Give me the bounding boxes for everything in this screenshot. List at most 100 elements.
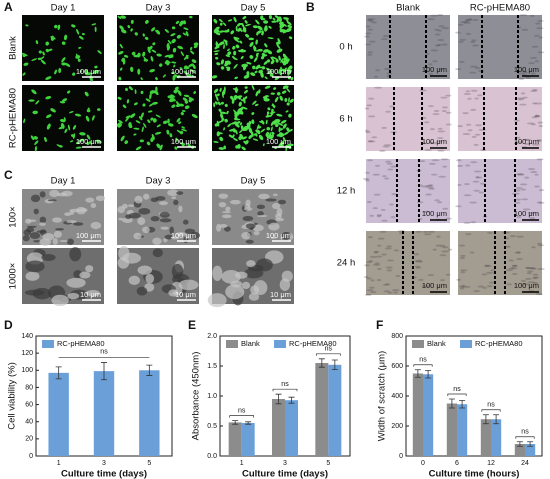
- cell: [70, 140, 74, 143]
- cell: [524, 138, 529, 141]
- cell: [85, 72, 92, 76]
- cell: [445, 217, 452, 220]
- cell: [445, 123, 452, 126]
- texture: [158, 201, 168, 206]
- cell: [69, 111, 74, 114]
- y-tick-label: 0: [29, 453, 33, 460]
- cell: [279, 133, 285, 138]
- cell: [31, 58, 38, 62]
- cell: [514, 201, 521, 204]
- cell: [515, 186, 523, 189]
- micrograph: [22, 15, 104, 81]
- cell: [75, 55, 81, 59]
- cell: [516, 141, 523, 144]
- cell: [380, 208, 386, 211]
- cell: [177, 45, 184, 50]
- annotation: ns: [281, 381, 289, 388]
- cell: [223, 127, 225, 131]
- cell: [455, 68, 462, 71]
- cell: [57, 24, 61, 30]
- cell: [284, 131, 289, 135]
- cell: [216, 62, 221, 66]
- cell: [486, 231, 494, 234]
- cell: [219, 30, 225, 33]
- cell: [380, 38, 388, 41]
- cell: [441, 250, 449, 253]
- cell: [458, 244, 466, 247]
- texture: [39, 216, 47, 224]
- cell: [463, 21, 471, 24]
- cell: [522, 70, 528, 73]
- cell: [441, 246, 449, 249]
- cell: [465, 18, 473, 21]
- cell: [152, 42, 156, 46]
- cell: [537, 19, 544, 22]
- cell: [461, 284, 466, 287]
- cell: [235, 25, 238, 32]
- cell: [368, 19, 374, 22]
- cell: [276, 48, 283, 53]
- bar: [139, 370, 160, 456]
- error-bar: [331, 359, 338, 370]
- y-tick-label: 140: [21, 333, 33, 340]
- cell: [366, 201, 372, 204]
- cell: [155, 77, 158, 81]
- cell: [381, 126, 388, 129]
- cell: [414, 259, 423, 262]
- cell: [58, 126, 65, 130]
- cell: [165, 60, 169, 64]
- cell: [516, 251, 521, 254]
- cell: [228, 129, 235, 132]
- bar: [480, 419, 491, 456]
- cell: [490, 269, 496, 272]
- cell: [458, 285, 465, 288]
- cell: [183, 27, 189, 31]
- cell: [118, 119, 123, 124]
- error-bar: [146, 364, 153, 376]
- legend-label: RC-pHEMA80: [289, 339, 337, 348]
- cell: [50, 108, 56, 113]
- cell: [189, 15, 193, 19]
- cell: [386, 162, 393, 165]
- bar: [241, 423, 255, 456]
- cell: [213, 88, 219, 93]
- column-header: Day 5: [241, 3, 266, 14]
- cell: [280, 119, 287, 124]
- cell: [469, 65, 478, 68]
- scale-bar-label: 10 μm: [175, 290, 196, 299]
- cell: [125, 87, 128, 92]
- cell: [183, 20, 187, 25]
- y-axis-label: Width of scratch (μm): [377, 351, 388, 441]
- cell: [123, 54, 129, 58]
- cell: [366, 261, 372, 264]
- cell: [263, 49, 270, 53]
- cell: [215, 41, 219, 47]
- cell: [488, 281, 495, 284]
- cell: [239, 129, 243, 133]
- cell: [220, 101, 224, 105]
- cell: [364, 107, 370, 110]
- cell: [516, 173, 525, 176]
- cell: [473, 143, 479, 146]
- texture: [137, 265, 153, 275]
- cell: [117, 96, 122, 100]
- cell: [429, 141, 434, 144]
- cell: [537, 139, 542, 142]
- cell: [457, 184, 462, 187]
- cell: [252, 100, 257, 105]
- cell: [438, 175, 447, 178]
- cell: [276, 113, 283, 117]
- cell: [260, 18, 266, 21]
- significance-bracket: [447, 393, 467, 396]
- texture: [33, 208, 39, 215]
- cell: [224, 103, 228, 108]
- cell: [434, 28, 440, 31]
- cell: [484, 264, 490, 267]
- texture: [258, 193, 270, 200]
- cell: [255, 90, 259, 97]
- cell: [381, 219, 388, 222]
- y-tick-label: 120: [21, 350, 33, 357]
- cell: [64, 62, 71, 67]
- cell: [191, 59, 197, 64]
